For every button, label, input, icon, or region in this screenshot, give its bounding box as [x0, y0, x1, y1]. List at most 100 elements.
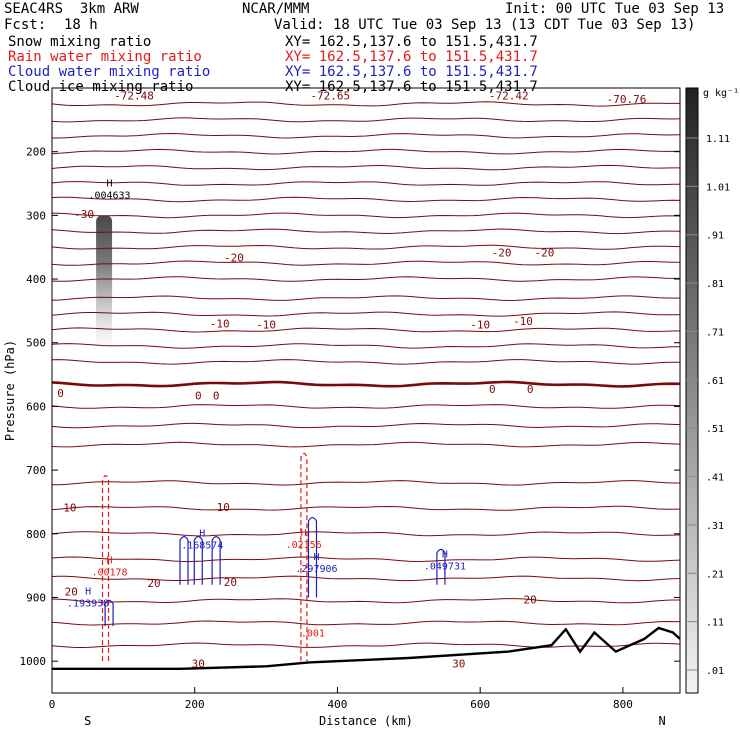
temperature-label: 0: [489, 383, 496, 396]
maximum-value: .049731: [424, 562, 466, 573]
temperature-label: -10: [210, 318, 230, 331]
temperature-contour: [52, 422, 680, 429]
temperature-contour: [52, 276, 680, 282]
temperature-label: 10: [63, 502, 76, 515]
temperature-label: 0: [213, 390, 220, 403]
temperature-contour: [52, 531, 680, 537]
colorbar-tick-label: .81: [706, 279, 724, 290]
colorbar: [685, 87, 699, 694]
maximum-marker: H: [301, 528, 307, 539]
temperature-label: 0: [57, 387, 64, 400]
colorbar-tick-label: 1.01: [706, 182, 730, 193]
x-tick-label: 0: [49, 698, 56, 711]
maximum-marker: H: [85, 586, 91, 597]
maximum-value: .00178: [91, 567, 127, 578]
y-tick-label: 800: [26, 528, 46, 541]
temperature-contour: [52, 164, 680, 171]
temperature-label: -72.48: [114, 90, 154, 103]
y-tick-label: 300: [26, 209, 46, 222]
terrain-line: [52, 626, 680, 670]
valid-time: Valid: 18 UTC Tue 03 Sep 13 (13 CDT Tue …: [274, 17, 696, 33]
temperature-label: -70.76: [607, 93, 647, 106]
maximum-marker: H: [442, 550, 448, 561]
maximum-marker: H: [107, 555, 113, 566]
maximum-value: .001: [301, 628, 325, 639]
cloud-water-contour: [193, 536, 203, 585]
cloud-water-contour: [307, 516, 318, 598]
temperature-contour: [52, 132, 680, 139]
temperature-label: -72.65: [310, 90, 350, 103]
rain-water-contour: [300, 452, 308, 662]
temperature-contour: [52, 556, 680, 563]
temperature-contour: [52, 181, 680, 186]
maximum-value: .02156: [286, 540, 322, 551]
maximum-marker: H: [107, 178, 113, 189]
temperature-contour: [52, 575, 680, 582]
temperature-contour: [52, 441, 680, 448]
temperature-contour: [52, 244, 680, 250]
temperature-contour: [52, 620, 680, 626]
legend-cloudwater-label: Cloud water mixing ratio: [8, 64, 211, 80]
temperature-contour: [52, 295, 680, 302]
forecast-label: Fcst:: [4, 17, 47, 33]
temperature-label: -20: [224, 251, 244, 264]
temperature-contour: [52, 228, 680, 235]
colorbar-tick-label: .11: [706, 618, 724, 629]
temperature-contour: [52, 598, 680, 604]
colorbar-unit: g kg⁻¹: [703, 88, 739, 99]
maximum-marker: H: [313, 552, 319, 563]
legend-cloudice-xy: XY= 162.5,137.6 to 151.5,431.7: [285, 79, 538, 95]
temperature-label: 20: [224, 576, 237, 589]
temperature-label: 0: [527, 383, 534, 396]
temperature-contour: [52, 327, 680, 333]
temperature-label: -20: [492, 246, 512, 259]
temperature-label: -72.42: [489, 90, 529, 103]
temperature-contour: [52, 101, 680, 107]
maximum-marker: H: [199, 529, 205, 540]
temperature-contour: [52, 343, 680, 349]
temperature-contour: [52, 480, 680, 486]
cloud-water-contour: [179, 536, 189, 585]
y-tick-label: 900: [26, 591, 46, 604]
temperature-contour: [52, 148, 680, 155]
colorbar-tick-label: .01: [706, 666, 724, 677]
colorbar-tick-label: .71: [706, 327, 724, 338]
legend-rain-label: Rain water mixing ratio: [8, 49, 202, 65]
temperature-label: 20: [147, 577, 160, 590]
x-tick-label: 200: [185, 698, 205, 711]
temperature-label: 20: [65, 586, 78, 599]
legend-cloudice-label: Cloud ice mixing ratio: [8, 79, 194, 95]
colorbar-tick-label: .51: [706, 424, 724, 435]
cloud-water-contour: [436, 548, 446, 585]
y-tick-label: 700: [26, 464, 46, 477]
temperature-label: -10: [256, 318, 276, 331]
colorbar-tick-label: .61: [706, 376, 724, 387]
temperature-label: 0: [195, 390, 202, 403]
temperature-label: -10: [470, 318, 490, 331]
y-axis-title: Pressure (hPa): [3, 340, 17, 441]
temperature-contour: [52, 260, 680, 266]
legend-snow-xy: XY= 162.5,137.6 to 151.5,431.7: [285, 34, 538, 50]
temperature-label: 30: [452, 658, 465, 671]
colorbar-tick-label: .21: [706, 569, 724, 580]
temperature-contour: [52, 196, 680, 203]
cloud-water-contour: [104, 599, 114, 627]
temperature-contour: [52, 505, 680, 511]
temperature-contour: [52, 359, 680, 365]
temperature-contour: [52, 404, 680, 409]
temperature-label: 20: [524, 593, 537, 606]
cloud-water-contour: [211, 536, 221, 585]
colorbar-tick-label: .31: [706, 521, 724, 532]
temperature-label: 10: [217, 501, 230, 514]
rain-water-contour: [101, 475, 110, 662]
maximum-value: .004633: [88, 190, 130, 201]
temperature-label: 30: [192, 658, 205, 671]
x-tick-label: 400: [328, 698, 348, 711]
colorbar-tick-label: .41: [706, 473, 724, 484]
maximum-value: .297906: [295, 564, 337, 575]
plot-frame: [51, 87, 681, 694]
temperature-contour: [52, 117, 680, 123]
forecast-hour: 18 h: [64, 17, 98, 33]
y-tick-label: 600: [26, 400, 46, 413]
